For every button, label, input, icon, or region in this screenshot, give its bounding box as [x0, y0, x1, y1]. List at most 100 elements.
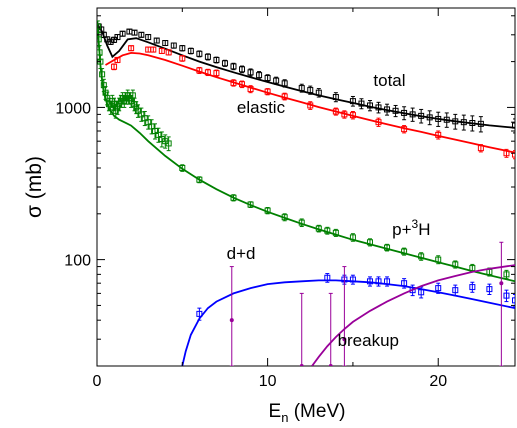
- data-point: [111, 63, 118, 71]
- point-marker: [100, 82, 107, 89]
- data-point: [204, 68, 211, 77]
- data-point: [452, 260, 459, 269]
- data-point: [452, 113, 459, 130]
- point-marker: [230, 194, 237, 201]
- point-marker: [324, 227, 331, 234]
- series-3: [181, 273, 515, 366]
- point-marker: [435, 115, 442, 122]
- data-point: [119, 30, 126, 37]
- data-point: [221, 59, 228, 67]
- series-2: [97, 20, 515, 283]
- point-marker: [239, 66, 246, 73]
- point-marker: [477, 120, 484, 127]
- data-point: [512, 293, 515, 308]
- data-point: [179, 55, 186, 62]
- series-labels: total elastic p+3H d+d breakup: [227, 71, 431, 350]
- point-marker: [469, 284, 476, 291]
- plot-frame: [96, 7, 516, 367]
- point-marker: [150, 46, 157, 53]
- data-point: [324, 226, 331, 235]
- point-marker: [298, 85, 305, 92]
- point-marker: [153, 37, 160, 44]
- y-tick-label: 1000: [55, 100, 91, 117]
- axis-ticks: 0 10 20 100 1000: [55, 8, 515, 390]
- point-marker: [204, 69, 211, 76]
- point-marker: [375, 104, 382, 111]
- data-point: [158, 131, 165, 148]
- point-marker: [328, 364, 333, 366]
- point-marker: [418, 112, 425, 119]
- data-point: [141, 111, 148, 127]
- data-point: [273, 76, 280, 85]
- data-point: [187, 47, 194, 55]
- point-marker: [114, 34, 121, 41]
- point-marker: [179, 55, 186, 62]
- x-tick-label: 0: [93, 373, 102, 390]
- series-layer: [97, 20, 515, 366]
- data-point: [435, 130, 442, 140]
- data-point: [134, 104, 141, 118]
- point-marker: [332, 108, 339, 115]
- point-marker: [349, 112, 356, 119]
- data-point: [401, 125, 408, 134]
- y-axis-label: σ (mb): [23, 156, 46, 218]
- point-marker: [196, 310, 203, 317]
- data-point: [148, 119, 155, 135]
- point-marker: [401, 126, 408, 133]
- data-point: [435, 111, 442, 127]
- data-point: [114, 100, 121, 115]
- point-marker: [158, 47, 165, 54]
- data-point: [426, 110, 433, 126]
- data-point: [435, 282, 442, 294]
- data-point: [341, 110, 348, 119]
- point-marker: [196, 67, 203, 74]
- point-marker: [256, 72, 263, 79]
- data-point: [477, 116, 484, 133]
- data-point: [315, 224, 322, 233]
- series-curve: [97, 26, 515, 129]
- point-marker: [97, 23, 101, 30]
- point-marker: [469, 265, 476, 272]
- data-point: [162, 40, 169, 47]
- point-marker: [452, 261, 459, 268]
- data-point: [401, 106, 408, 121]
- x-tick-label: 10: [259, 373, 277, 390]
- data-point: [196, 50, 203, 58]
- point-marker: [107, 38, 114, 45]
- point-marker: [187, 47, 194, 54]
- series-0: [97, 23, 515, 134]
- data-point: [230, 62, 237, 71]
- point-marker: [213, 56, 220, 63]
- point-marker: [315, 225, 322, 232]
- data-point: [307, 101, 314, 110]
- data-point: [332, 92, 339, 103]
- data-point: [392, 104, 399, 118]
- data-point: [179, 164, 186, 172]
- data-point: [366, 276, 373, 287]
- point-marker: [384, 278, 391, 285]
- data-point: [469, 281, 476, 293]
- series-curve: [311, 264, 515, 366]
- point-marker: [469, 119, 476, 126]
- x-axis-label-subscript: n: [281, 410, 288, 425]
- point-marker: [503, 292, 510, 299]
- data-point: [204, 53, 211, 61]
- point-marker: [401, 109, 408, 116]
- point-marker: [342, 337, 347, 342]
- point-marker: [299, 364, 304, 366]
- data-point: [256, 71, 263, 80]
- point-marker: [264, 207, 271, 214]
- data-point: [349, 233, 356, 242]
- point-marker: [418, 253, 425, 260]
- data-point: [145, 34, 152, 41]
- point-marker: [138, 31, 145, 38]
- point-marker: [499, 281, 504, 286]
- data-point: [165, 136, 172, 152]
- point-marker: [443, 116, 450, 123]
- data-point: [126, 28, 133, 35]
- point-marker: [435, 256, 442, 263]
- data-point: [196, 66, 203, 75]
- point-marker: [452, 287, 459, 294]
- point-marker: [111, 63, 118, 70]
- point-marker: [307, 102, 314, 109]
